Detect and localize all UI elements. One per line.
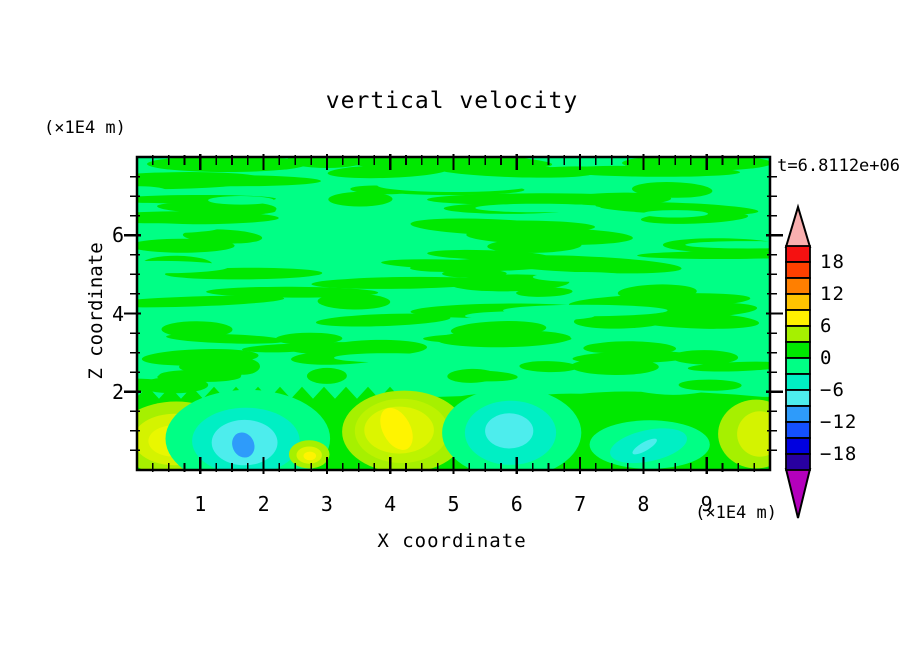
contour-streak: [260, 249, 324, 258]
colorbar-segment: [785, 357, 811, 375]
contour-streak: [642, 210, 708, 218]
contour-streak: [317, 293, 391, 310]
colorbar-segment: [785, 437, 811, 455]
colorbar-segment: [785, 261, 811, 279]
colorbar-segment: [785, 341, 811, 359]
contour-streak: [571, 358, 659, 376]
z-tick-label: 2: [111, 379, 124, 404]
colorbar-tick-label: −6: [820, 379, 845, 401]
colorbar-segment: [785, 405, 811, 423]
contour-streak: [137, 223, 218, 234]
contour-streak: [166, 333, 286, 344]
contour-streak: [553, 165, 741, 177]
contour-streak: [137, 186, 167, 196]
z-tick-label: 4: [111, 301, 124, 326]
contour-streak: [311, 276, 491, 289]
colorbar-segment: [785, 277, 811, 295]
updraft-contour-ring: [303, 451, 317, 461]
contour-streak: [161, 321, 233, 338]
axis-ticks: [124, 154, 783, 474]
contour-streak: [475, 203, 601, 213]
colorbar-tick-label: 0: [820, 347, 833, 369]
contour-streak: [227, 358, 260, 375]
x-tick-label: 7: [574, 492, 587, 516]
colorbar-tick-label: −18: [820, 443, 858, 465]
contour-streak: [595, 201, 759, 216]
updraft-contour-ring: [737, 411, 770, 457]
updraft-contour-ring: [380, 407, 413, 450]
downdraft-contour-ring: [632, 438, 657, 455]
contour-streak: [640, 330, 693, 340]
downdraft-contour-ring: [485, 413, 534, 449]
colorbar-tick-label: −12: [820, 411, 858, 433]
contour-streak: [678, 379, 742, 391]
x-tick-label: 2: [257, 492, 270, 516]
x-tick-label: 1: [194, 492, 207, 516]
colorbar-segment: [785, 389, 811, 407]
x-axis-unit-label: (×1E4 m): [695, 503, 777, 523]
contour-streak: [137, 238, 235, 253]
colorbar-tick-label: 6: [820, 315, 833, 337]
contour-streak: [377, 178, 532, 192]
z-tick-label: 6: [111, 223, 124, 248]
x-tick-label: 3: [320, 492, 333, 516]
contour-streak: [685, 241, 770, 249]
contour-streak: [306, 367, 347, 384]
contour-field: [137, 157, 770, 470]
x-tick-label: 6: [510, 492, 523, 516]
x-tick-label: 5: [447, 492, 460, 516]
colorbar-under-arrow: [784, 468, 812, 519]
contour-streak: [275, 332, 343, 345]
x-axis-title: X coordinate: [377, 530, 527, 552]
page-title: vertical velocity: [325, 88, 579, 114]
contour-streak: [147, 157, 307, 172]
x-tick-label: 4: [384, 492, 397, 516]
contour-streak: [334, 353, 441, 363]
colorbar-segment: [785, 245, 811, 263]
contour-streak: [137, 295, 285, 308]
contour-streak: [242, 343, 332, 353]
contour-streak: [138, 174, 321, 187]
colorbar-tick-label: 18: [820, 251, 845, 273]
contour-streak: [327, 164, 448, 179]
contour-streak: [315, 313, 451, 327]
z-axis-unit-label: (×1E4 m): [44, 118, 126, 138]
colorbar-segment: [785, 309, 811, 327]
contour-streak: [519, 361, 578, 373]
colorbar-segment: [785, 421, 811, 439]
contour-streak: [622, 311, 760, 329]
colorbar: [784, 203, 812, 519]
contour-streak: [447, 368, 496, 383]
contour-streak: [516, 287, 573, 297]
contour-streak: [483, 255, 682, 274]
time-annotation: t=6.8112e+06: [777, 156, 900, 176]
contour-streak: [532, 272, 632, 282]
colorbar-segment: [785, 373, 811, 391]
colorbar-segment: [785, 453, 811, 471]
contour-streak: [423, 333, 572, 344]
colorbar-segment: [785, 293, 811, 311]
downdraft-contour-ring: [232, 432, 255, 458]
colorbar-segment: [785, 325, 811, 343]
contour-streak: [137, 378, 175, 392]
contour-streak: [438, 164, 592, 178]
colorbar-over-arrow: [784, 203, 812, 248]
contour-streak: [464, 311, 595, 321]
colorbar-tick-label: 12: [820, 283, 845, 305]
contour-streak: [137, 260, 229, 274]
contour-streak: [687, 361, 770, 372]
x-tick-label: 9: [700, 492, 713, 516]
contour-streak: [208, 196, 274, 205]
contour-streak: [328, 191, 393, 207]
contour-streak: [487, 238, 582, 253]
x-tick-label: 8: [637, 492, 650, 516]
contour-streak: [637, 250, 770, 260]
contour-streak: [137, 211, 279, 225]
